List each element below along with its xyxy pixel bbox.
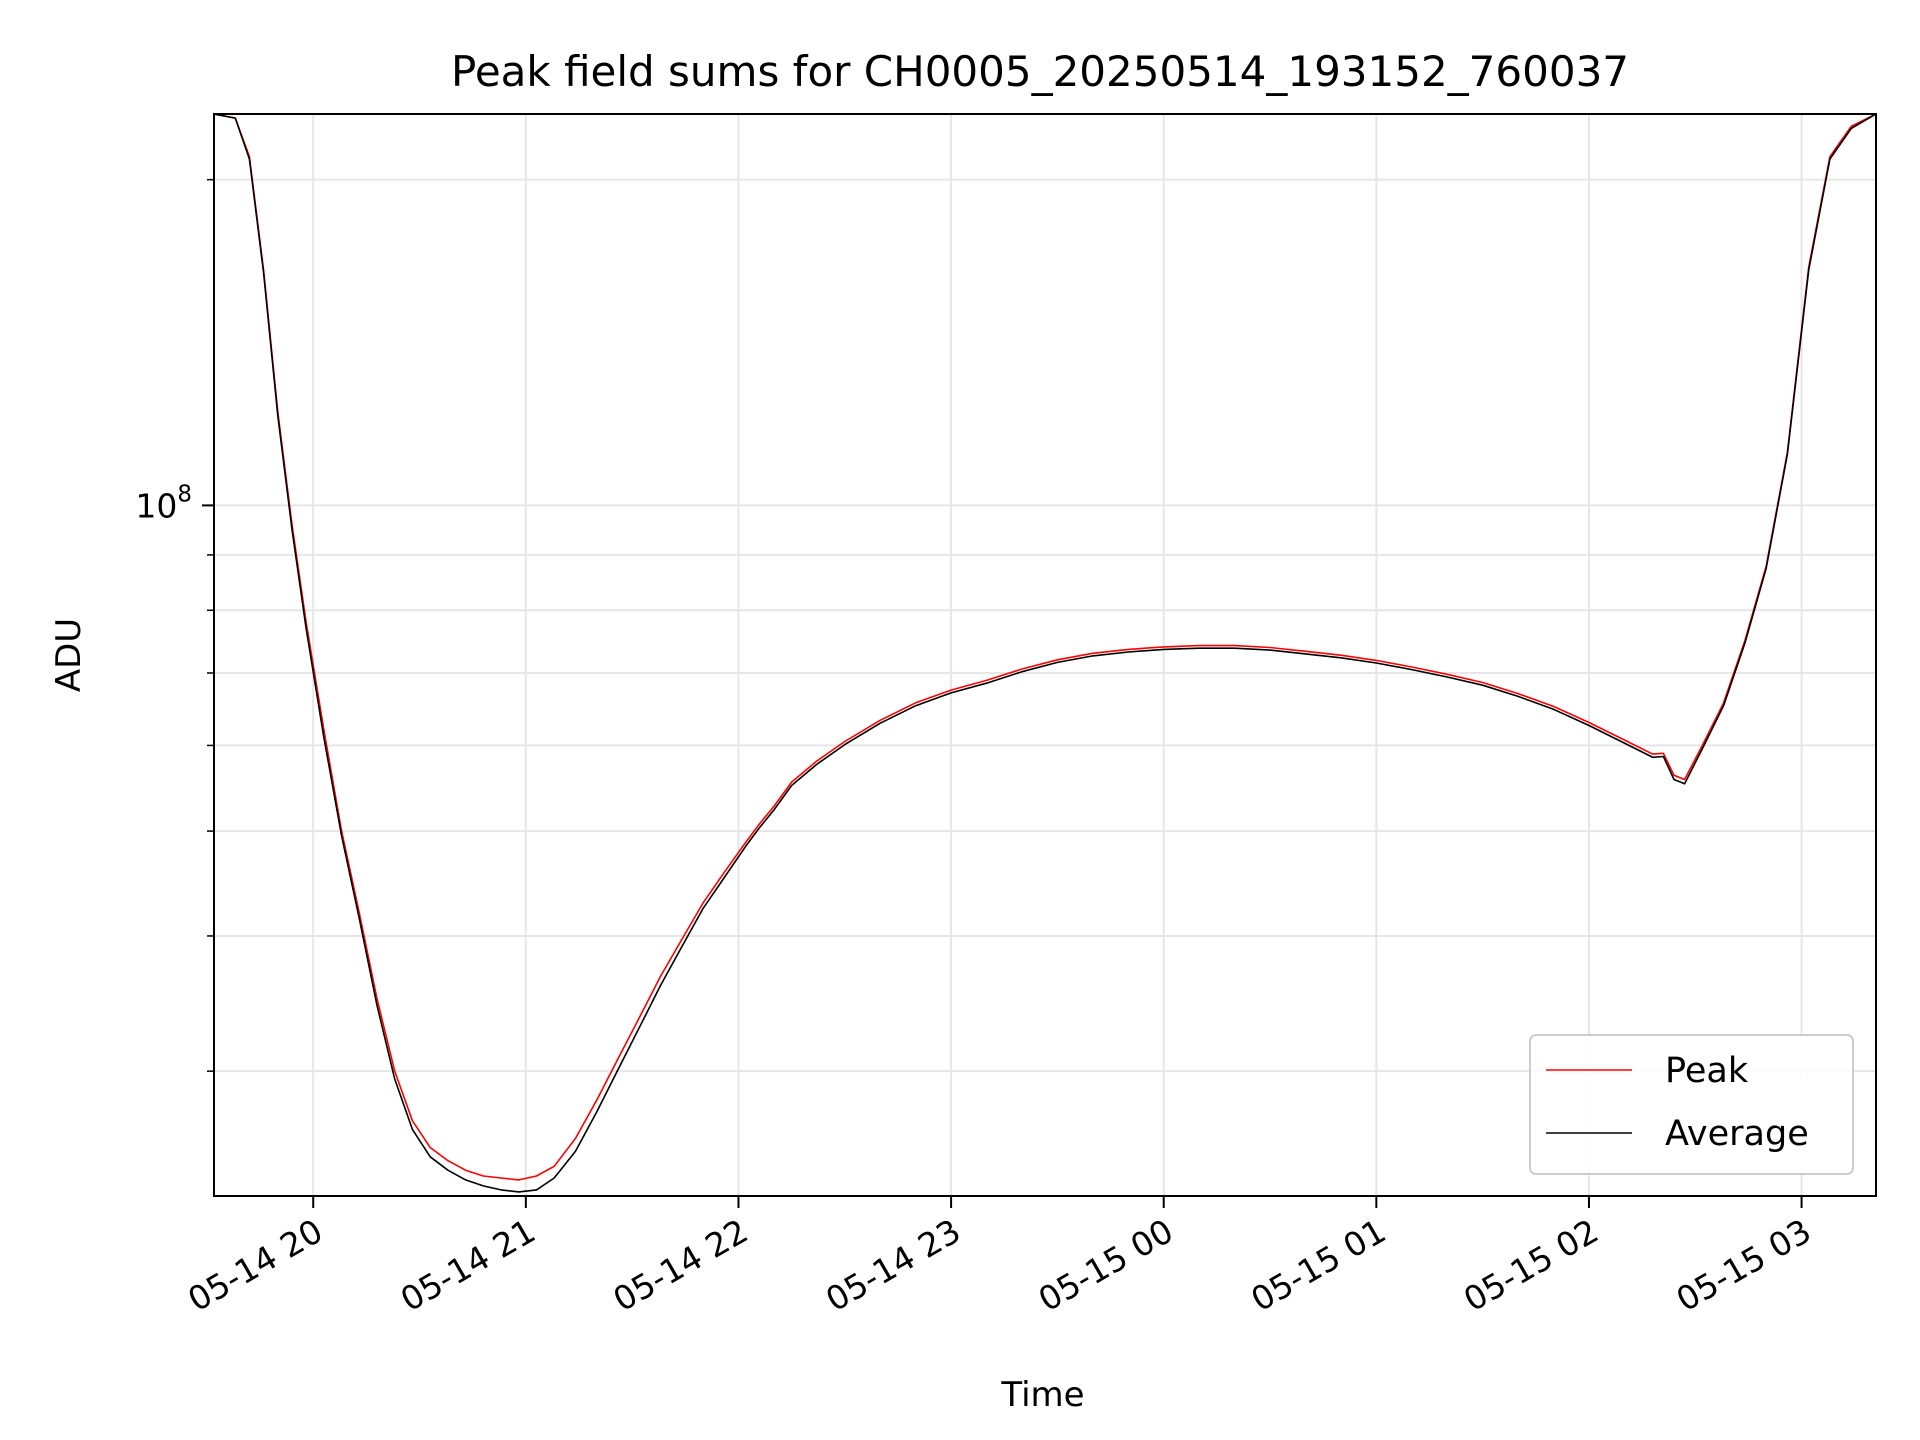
y-tick-label-base: 10 xyxy=(135,486,177,525)
plot-frame xyxy=(213,113,1877,1197)
series-line-peak xyxy=(214,114,1876,1181)
grid-layer xyxy=(214,114,1876,1196)
legend-label-peak: Peak xyxy=(1665,1051,1749,1091)
series-line-average xyxy=(214,114,1876,1193)
series-layer xyxy=(214,114,1876,1193)
y-axis-label: ADU xyxy=(49,618,89,692)
y-tick-label: 108 xyxy=(135,481,192,525)
x-axis-label: Time xyxy=(1000,1375,1084,1415)
legend-label-average: Average xyxy=(1665,1114,1809,1154)
legend: Peak Average xyxy=(1529,1034,1854,1175)
y-tick-layer: 108 xyxy=(135,178,214,1072)
chart-title: Peak field sums for CH0005_20250514_1931… xyxy=(451,47,1629,96)
y-tick-label-exponent: 8 xyxy=(177,481,192,507)
